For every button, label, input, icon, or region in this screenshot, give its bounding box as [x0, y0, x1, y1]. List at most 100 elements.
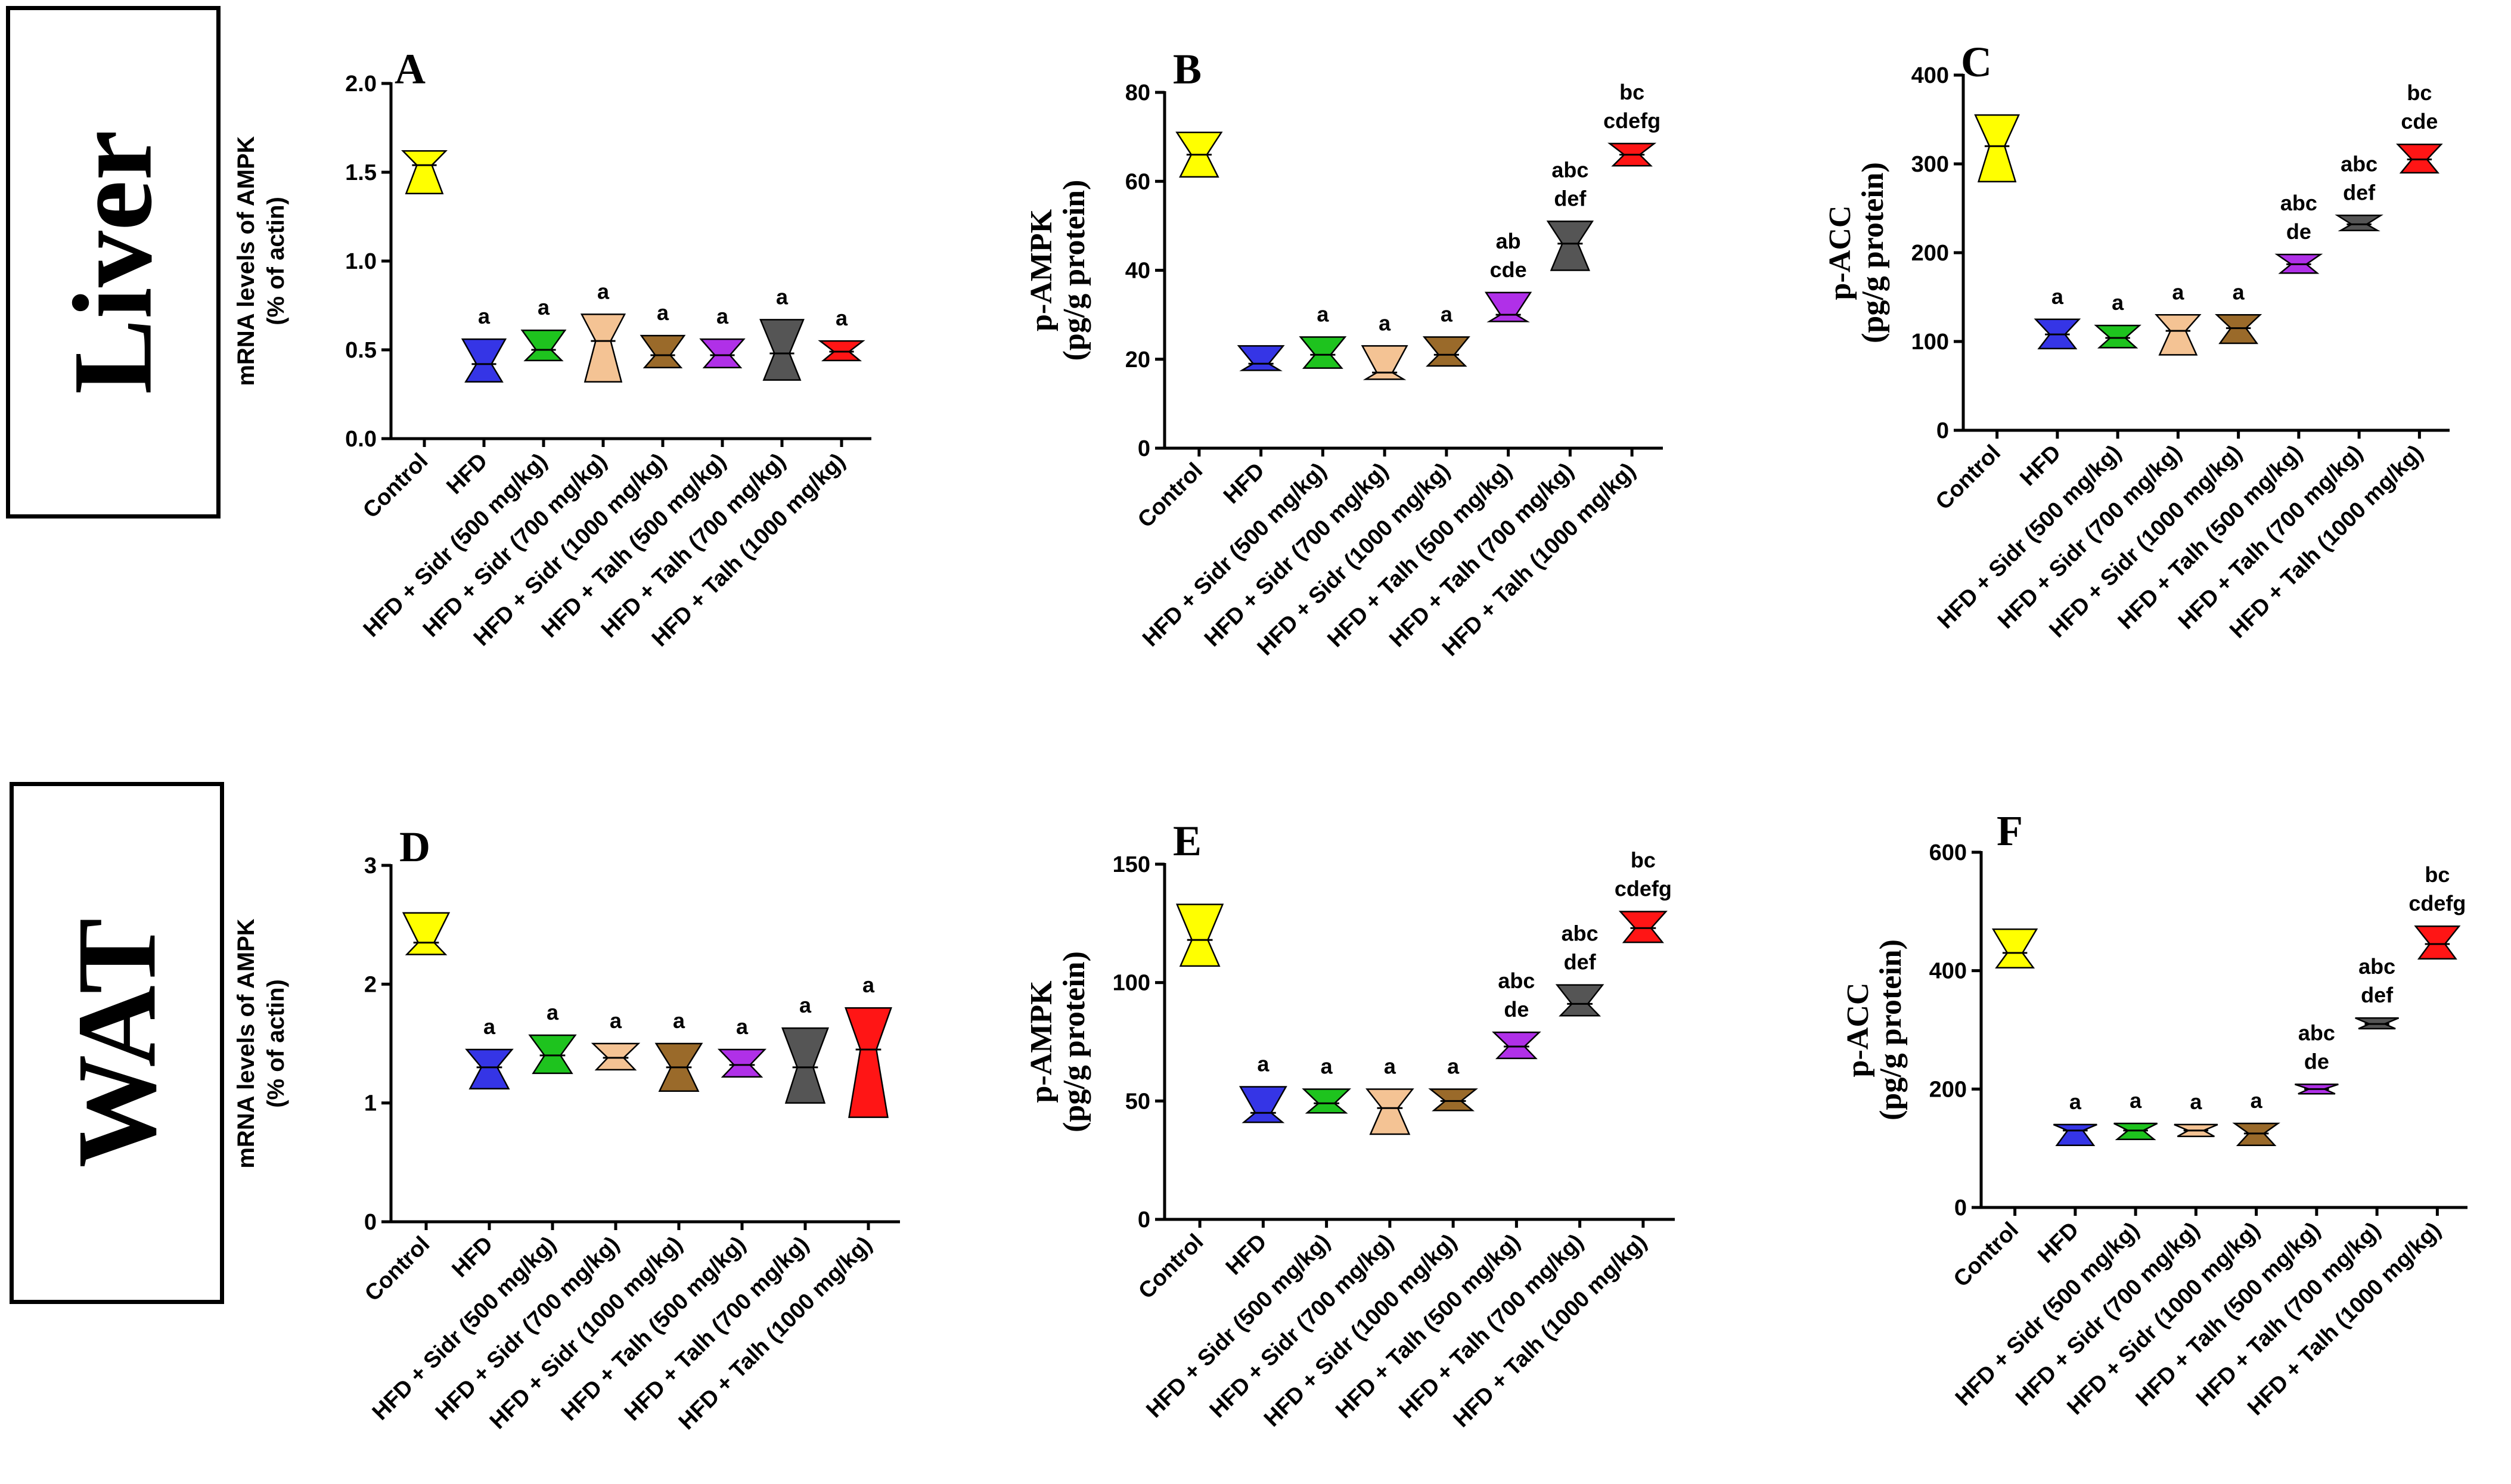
y-tick-label: 0.0: [345, 427, 377, 452]
category-label-control: Control: [1134, 1230, 1208, 1304]
significance-label: abc: [2298, 1020, 2335, 1045]
violin-hfd-talh-700-mg-kg: [1546, 221, 1594, 271]
category-label-control: Control: [1133, 458, 1208, 533]
y-tick-label: 0.5: [345, 338, 377, 363]
violin-hfd-talh-700-mg-kg: [759, 319, 805, 381]
violin-hfd-sidr-700-mg-kg: [580, 313, 626, 383]
significance-label: a: [2051, 284, 2064, 309]
category-label-hfd: HFD: [1219, 458, 1270, 509]
significance-label: a: [2130, 1088, 2142, 1113]
significance-label: de: [2286, 219, 2311, 244]
category-label-hfd: HFD: [447, 1232, 498, 1283]
y-tick-label: 2: [364, 972, 377, 997]
significance-label: bc: [1631, 847, 1656, 872]
y-axis-label: (pg/g protein): [1057, 951, 1091, 1132]
y-axis-label: mRNA levels of AMPK: [233, 136, 259, 386]
row-label-wat-text: WAT: [54, 918, 179, 1168]
significance-label: a: [657, 300, 669, 325]
y-tick-label: 150: [1113, 852, 1150, 877]
violin-hfd-talh-500-mg-kg: [1484, 291, 1532, 322]
violin-hfd: [1239, 1086, 1287, 1123]
significance-label: a: [1441, 302, 1453, 326]
violin-hfd-sidr-700-mg-kg: [1361, 345, 1408, 380]
y-axis-label: (% of actin): [263, 197, 289, 325]
significance-label: a: [1317, 302, 1329, 326]
y-tick-label: 1: [364, 1091, 377, 1116]
category-label-control: Control: [358, 449, 433, 523]
chart-panel-a: 0.0 0.5 1.0 1.5 2.0 mRNA levels of AMPK (% of …: [233, 45, 871, 651]
significance-label: abc: [2280, 191, 2317, 215]
violin-control: [402, 912, 451, 955]
significance-label: a: [1257, 1051, 1270, 1076]
violin-hfd-sidr-700-mg-kg: [2155, 314, 2202, 356]
significance-label: def: [1554, 186, 1587, 210]
y-tick-label: 1.5: [345, 160, 377, 185]
category-label-hfd: HFD: [2033, 1218, 2084, 1268]
chart-panel-e: 0 50 100 150 p-AMPK(pg/g protein) E Control HFD…: [1025, 817, 1675, 1432]
panel-label: A: [395, 45, 426, 93]
violin-control: [1176, 904, 1224, 967]
significance-label: a: [1379, 311, 1391, 335]
violin-control: [1974, 114, 2020, 183]
violin-hfd: [1237, 345, 1285, 371]
chart-panel-d: 0 1 2 3 mRNA levels of AMPK (% of actin) D Cont…: [233, 823, 900, 1435]
y-tick-label: 0: [364, 1210, 377, 1235]
significance-label: a: [2190, 1089, 2202, 1114]
significance-label: de: [2304, 1049, 2329, 1073]
violin-hfd-talh-500-mg-kg: [717, 1048, 767, 1078]
row-label-liver: Liver: [6, 6, 221, 519]
violin-hfd-sidr-1000-mg-kg: [1428, 1088, 1478, 1112]
significance-label: bc: [1619, 80, 1644, 104]
category-label-control: Control: [360, 1232, 434, 1306]
chart-panel-c: 0 100 200 300 400 p-ACC(pg/g protein) C Control…: [1823, 38, 2450, 643]
violin-hfd-talh-700-mg-kg: [781, 1027, 829, 1104]
y-axis-label: (pg/g protein): [1057, 180, 1091, 361]
y-tick-label: 400: [1911, 63, 1949, 88]
significance-label: a: [2251, 1088, 2263, 1113]
y-tick-label: 0: [1138, 1207, 1150, 1232]
significance-label: a: [716, 304, 729, 328]
y-tick-label: 2.0: [345, 72, 377, 97]
violin-hfd-talh-1000-mg-kg: [845, 1007, 892, 1118]
significance-label: de: [1504, 997, 1529, 1022]
y-tick-label: 50: [1125, 1089, 1150, 1114]
y-axis-label: p-ACC: [1841, 983, 1875, 1078]
significance-label: abc: [1562, 921, 1599, 946]
panel-label: C: [1961, 38, 1992, 86]
y-tick-label: 60: [1125, 169, 1150, 194]
y-tick-label: 0: [1138, 436, 1150, 461]
y-axis-label: (% of actin): [263, 979, 289, 1108]
violin-hfd-sidr-1000-mg-kg: [640, 334, 686, 369]
significance-label: cdefg: [1615, 876, 1672, 901]
y-axis-label: p-ACC: [1823, 206, 1857, 300]
violin-hfd: [2053, 1123, 2097, 1146]
y-tick-label: 400: [1929, 959, 1967, 984]
y-tick-label: 40: [1125, 259, 1150, 284]
significance-label: ab: [1496, 229, 1521, 253]
significance-label: a: [862, 973, 875, 997]
significance-label: def: [2361, 983, 2394, 1007]
violin-hfd-talh-700-mg-kg: [2335, 215, 2383, 231]
significance-label: a: [610, 1008, 622, 1033]
violin-control: [1991, 928, 2038, 968]
significance-label: a: [1447, 1054, 1460, 1078]
significance-label: cde: [2401, 109, 2438, 134]
y-axis-label: p-AMPK: [1025, 980, 1059, 1103]
panel-label: E: [1173, 817, 1202, 865]
violin-hfd-sidr-1000-mg-kg: [1422, 336, 1470, 367]
category-label-control: Control: [1931, 440, 2006, 515]
y-tick-label: 3: [364, 853, 377, 878]
y-axis-label: mRNA levels of AMPK: [233, 918, 259, 1168]
significance-label: a: [1321, 1054, 1333, 1078]
category-label-hfd: HFD: [2015, 440, 2066, 491]
violin-hfd-sidr-500-mg-kg: [528, 1034, 577, 1075]
significance-label: a: [538, 295, 550, 319]
significance-label: a: [673, 1008, 685, 1033]
panel-label: B: [1173, 45, 1202, 93]
y-tick-label: 20: [1125, 347, 1150, 372]
y-tick-label: 0: [1954, 1196, 1967, 1221]
violin-hfd-talh-500-mg-kg: [699, 338, 746, 369]
significance-label: cdefg: [1603, 108, 1660, 133]
significance-label: a: [2172, 280, 2184, 304]
panel-label: F: [1997, 807, 2023, 855]
